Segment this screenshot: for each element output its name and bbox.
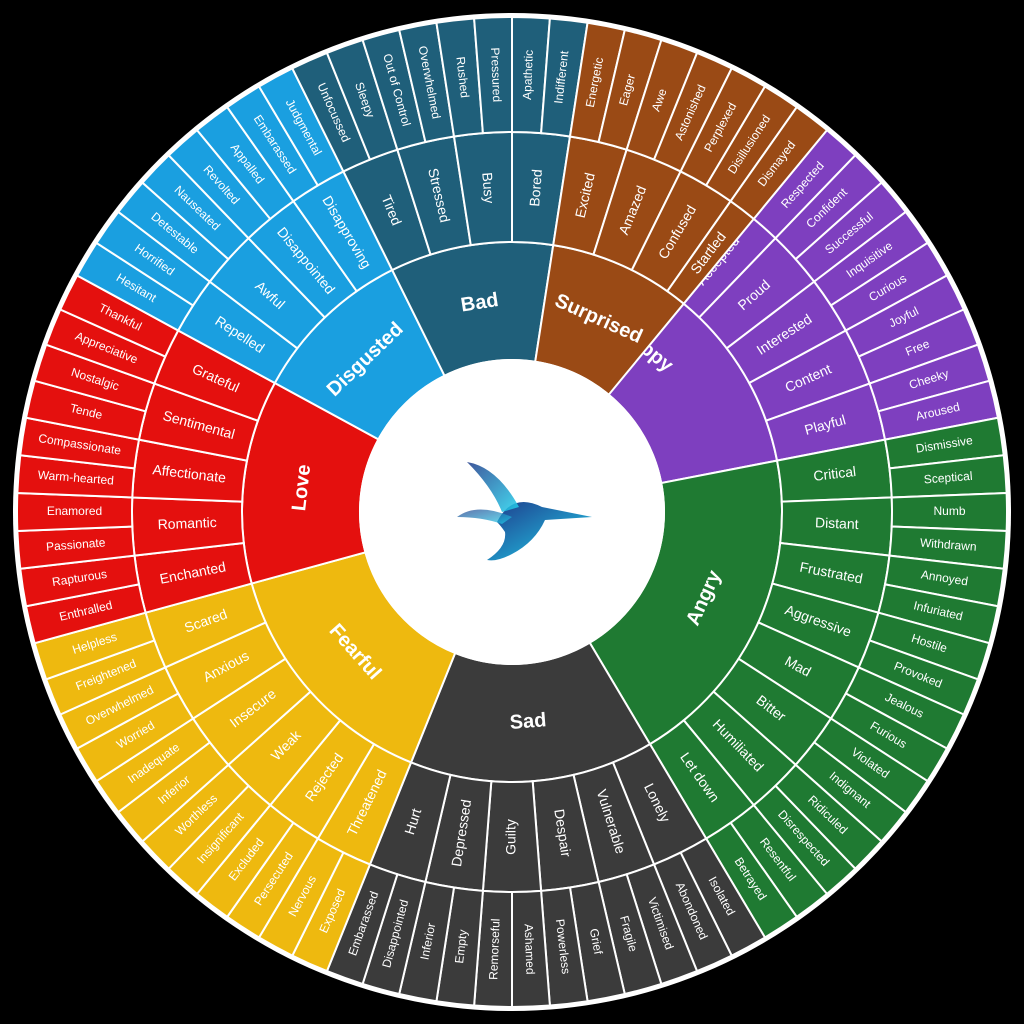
outer-label: Apathetic <box>520 50 536 101</box>
outer-label: Ashamed <box>522 924 538 975</box>
outer-label: Pressured <box>488 47 504 102</box>
outer-label: Remorseful <box>486 918 502 980</box>
outer-label: Enamored <box>47 504 102 518</box>
emotion-wheel: InspiredHopefulOptimisticIntimateSensiti… <box>0 0 1024 1024</box>
outer-label: Numb <box>933 504 965 518</box>
mid-label: Distant <box>815 514 859 532</box>
mid-label: Romantic <box>157 514 217 532</box>
mid-label: Busy <box>479 172 497 204</box>
mid-label: Bored <box>526 169 545 207</box>
core-label: Sad <box>509 709 547 734</box>
mid-label: Guilty <box>503 819 519 855</box>
